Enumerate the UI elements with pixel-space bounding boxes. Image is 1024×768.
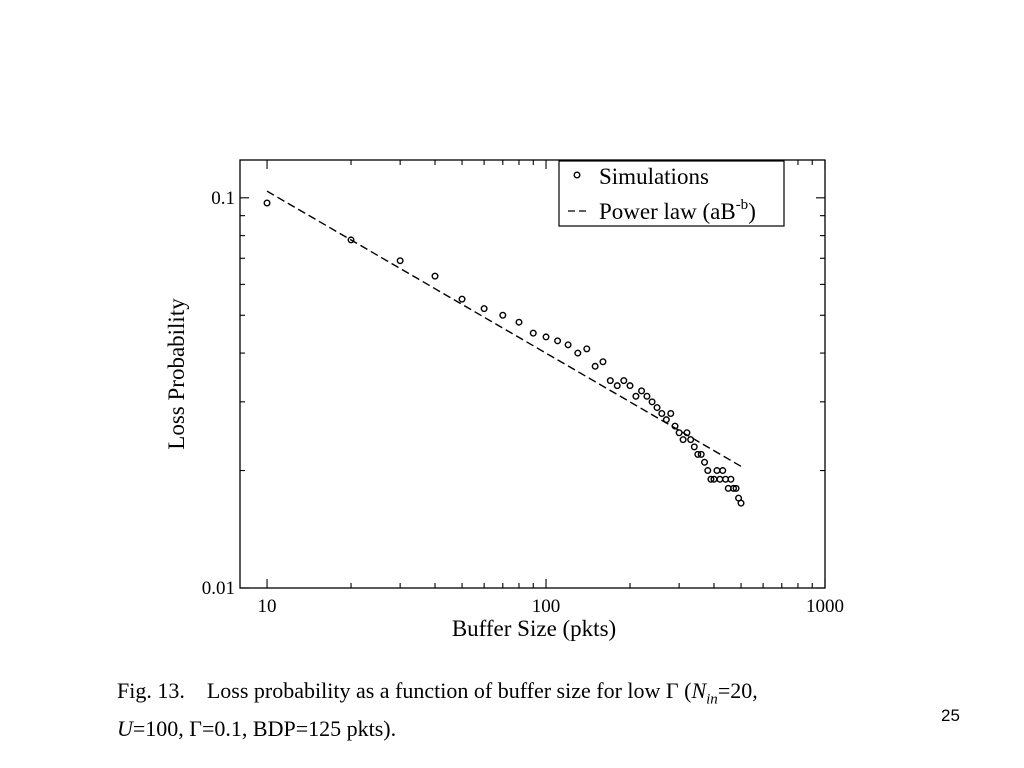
data-point (515, 318, 523, 326)
x-tick-label: 10 (258, 596, 277, 617)
plot-frame (239, 159, 826, 589)
data-point (727, 475, 735, 483)
data-point (667, 410, 675, 418)
data-point (658, 410, 666, 418)
y-tick-label: 0.01 (202, 578, 235, 599)
y-axis-label: Loss Probability (164, 298, 189, 450)
caption-u-symbol: U (117, 716, 133, 742)
data-point (458, 295, 466, 303)
data-point (719, 467, 727, 475)
legend: Simulations Power law (aB-b) (558, 160, 785, 227)
data-point (697, 450, 705, 458)
data-point (542, 333, 550, 341)
figure-caption: Fig. 13. Loss probability as a function … (117, 676, 917, 744)
data-point (704, 467, 712, 475)
power-law-series (266, 190, 742, 467)
data-point (707, 475, 715, 483)
data-point (687, 436, 695, 444)
data-point (263, 199, 271, 207)
data-point (694, 450, 702, 458)
data-point (671, 422, 679, 430)
data-point (480, 305, 488, 313)
caption-line-2: U=100, Γ=0.1, BDP=125 pkts). (117, 714, 917, 744)
simulations-series (263, 199, 745, 507)
caption-text-1: Loss probability as a function of buffer… (206, 678, 692, 703)
caption-n-sub: in (706, 691, 718, 708)
legend-simulations-marker (573, 171, 581, 179)
data-point (583, 345, 591, 353)
data-point (591, 362, 599, 370)
data-point (431, 272, 439, 280)
legend-powerlaw-label: Power law (aB-b) (599, 197, 756, 224)
data-point (648, 398, 656, 406)
legend-simulations-label: Simulations (599, 164, 709, 189)
data-point (347, 236, 355, 244)
caption-n-symbol: N (691, 678, 707, 703)
y-tick-label: 0.1 (211, 188, 235, 209)
data-point (554, 337, 562, 345)
data-point (638, 387, 646, 395)
x-axis-label: Buffer Size (pkts) (452, 616, 616, 641)
data-point (737, 499, 745, 507)
data-point (690, 443, 698, 451)
axis-tick-labels: 10 100 1000 0.01 0.1 (202, 188, 844, 617)
data-point (675, 429, 683, 437)
data-point (606, 377, 614, 385)
x-tick-label: 100 (532, 596, 561, 617)
data-point (620, 377, 628, 385)
data-point (716, 475, 724, 483)
data-point (701, 458, 709, 466)
caption-text-1-end: =20, (717, 678, 758, 703)
data-point (643, 392, 651, 400)
data-point (599, 358, 607, 366)
data-point (499, 311, 507, 319)
data-point (732, 484, 740, 492)
data-point (626, 382, 634, 390)
data-point (679, 436, 687, 444)
data-point (683, 429, 691, 437)
data-point (730, 484, 738, 492)
data-point (713, 467, 721, 475)
caption-text-2: =100, Γ=0.1, BDP=125 pkts). (132, 716, 397, 742)
data-point (653, 404, 661, 412)
data-point (564, 341, 572, 349)
caption-fig-label: Fig. 13. (117, 678, 185, 703)
data-point (632, 392, 640, 400)
x-tick-label: 1000 (806, 596, 844, 617)
loss-probability-chart: 10 100 1000 0.01 0.1 Buffer Size (pkts) Loss… (164, 159, 844, 641)
data-point (529, 329, 537, 337)
data-point (574, 349, 582, 357)
caption-line-1: Fig. 13. Loss probability as a function … (117, 676, 917, 714)
page-number: 25 (941, 706, 960, 725)
data-point (613, 382, 621, 390)
legend-box (558, 160, 785, 227)
power-law-line (266, 190, 742, 467)
data-point (662, 416, 670, 424)
data-point (396, 257, 404, 265)
